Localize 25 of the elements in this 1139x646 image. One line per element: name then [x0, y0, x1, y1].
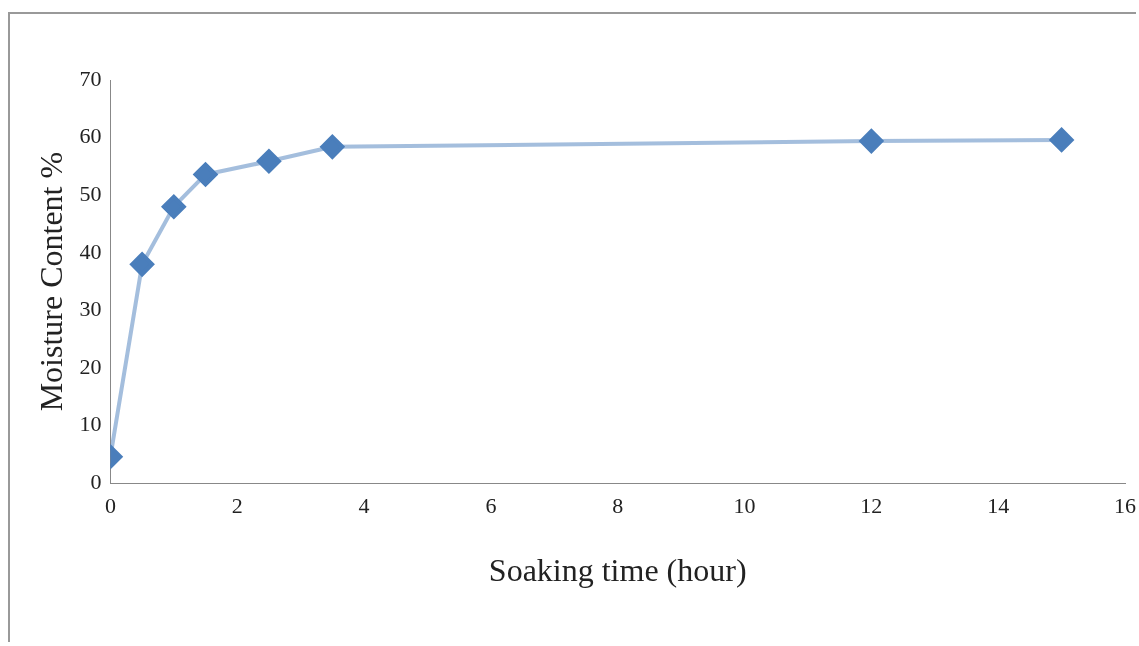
- y-axis-title: Moisture Content %: [32, 151, 69, 412]
- point: [1049, 127, 1074, 152]
- x-tick-label: 16: [1114, 493, 1136, 519]
- point: [859, 129, 884, 154]
- x-axis-title: Soaking time (hour): [488, 552, 747, 589]
- y-tick-label: 30: [79, 296, 102, 322]
- y-tick-label: 50: [79, 180, 102, 206]
- point: [130, 252, 155, 277]
- y-tick-label: 0: [90, 468, 102, 494]
- y-tick-label: 20: [79, 353, 102, 379]
- point: [320, 134, 345, 159]
- y-tick-label: 70: [79, 65, 102, 91]
- y-tick-label: 10: [79, 411, 102, 437]
- x-tick-label: 14: [987, 493, 1010, 519]
- x-tick-label: 2: [231, 493, 243, 519]
- y-tick-label: 60: [79, 123, 102, 149]
- point: [193, 162, 218, 187]
- point: [161, 194, 186, 219]
- x-tick-label: 6: [485, 493, 497, 519]
- point: [256, 149, 281, 174]
- x-tick-label: 10: [733, 493, 756, 519]
- x-tick-label: 12: [860, 493, 883, 519]
- y-tick-label: 40: [79, 238, 102, 264]
- x-tick-label: 8: [612, 493, 624, 519]
- x-tick-label: 4: [358, 493, 370, 519]
